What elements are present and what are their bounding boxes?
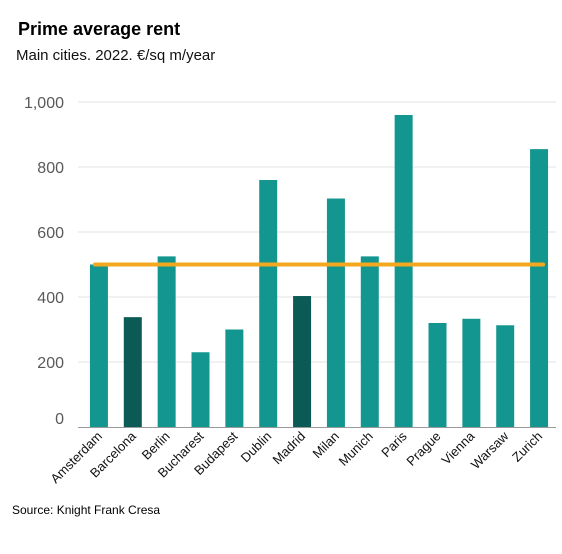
bar-munich (360, 256, 379, 427)
x-tick-label: Warsaw (468, 428, 512, 472)
bar-bucharest (191, 352, 210, 427)
y-tick-label: 200 (37, 355, 64, 372)
bar-vienna (462, 318, 481, 427)
chart-title: Prime average rent (18, 19, 181, 39)
x-tick-label: Madrid (269, 429, 308, 468)
x-tick-label: Prague (403, 429, 443, 469)
x-tick-label: Dublin (238, 429, 275, 466)
bar-barcelona (123, 317, 142, 427)
bar-madrid (293, 296, 312, 427)
bar-zurich (530, 149, 549, 427)
bar-berlin (157, 256, 176, 427)
bar-budapest (225, 329, 244, 427)
y-tick-label: 400 (37, 290, 64, 307)
bar-paris (394, 115, 413, 427)
y-tick-label: 0 (55, 411, 64, 428)
y-tick-label: 1,000 (24, 95, 64, 112)
y-tick-label: 600 (37, 225, 64, 242)
bar-amsterdam (89, 264, 108, 427)
source-note: Source: Knight Frank Cresa (12, 503, 161, 517)
chart-subtitle: Main cities. 2022. €/sq m/year (16, 47, 216, 64)
x-tick-label: Zurich (509, 429, 545, 465)
bar-prague (428, 323, 447, 427)
bar-warsaw (496, 325, 515, 427)
bar-dublin (259, 180, 278, 427)
y-tick-label: 800 (37, 160, 64, 177)
bar-milan (326, 198, 345, 427)
x-tick-label: Munich (336, 429, 376, 469)
